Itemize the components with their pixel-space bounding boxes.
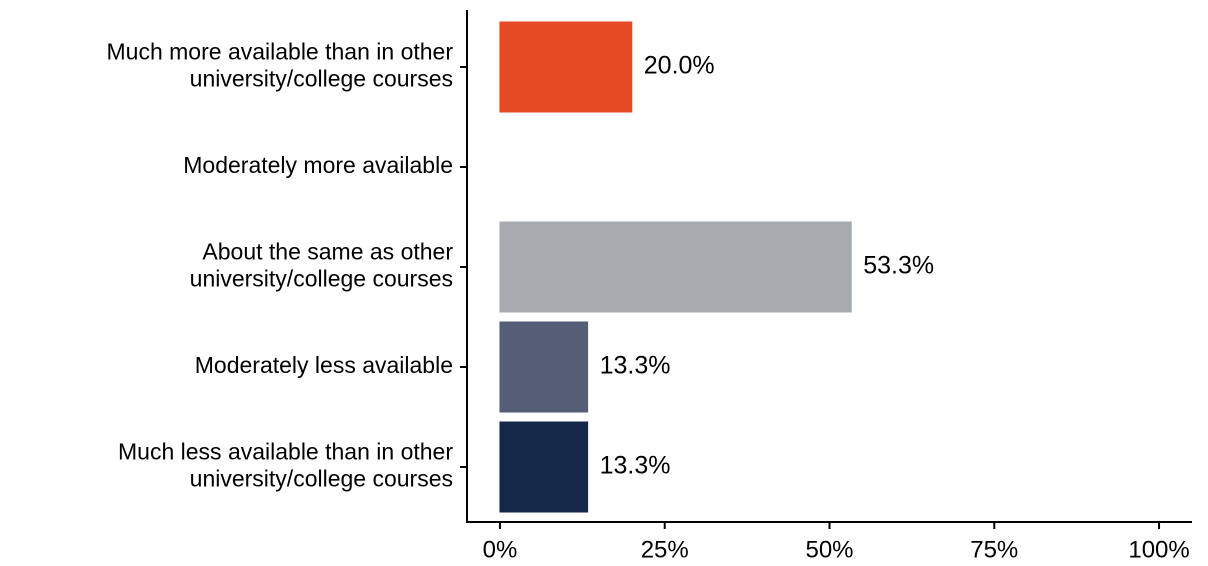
y-tick-label-line: Much more available than in other (107, 39, 454, 65)
x-tick-label: 0% (483, 536, 518, 563)
y-tick-label-line: university/college courses (190, 466, 453, 492)
bar (499, 421, 589, 513)
y-tick-label-line: Much less available than in other (118, 439, 453, 465)
y-tick-label: Moderately less available (195, 352, 453, 378)
bar (499, 321, 589, 413)
value-label: 53.3% (863, 252, 934, 280)
y-tick-label: About the same as other university/colleg… (190, 239, 454, 292)
y-tick-label: Moderately more available (183, 152, 453, 178)
y-tick-label-line: About the same as other (202, 239, 453, 265)
x-tick-label: 75% (970, 536, 1018, 563)
y-tick-label: Much less available than in other univers… (118, 439, 453, 492)
bar (499, 21, 633, 113)
y-tick-label-line: Moderately less available (195, 352, 453, 378)
y-tick-label: Much more available than in other univers… (107, 39, 454, 92)
x-tick-label: 100% (1128, 536, 1189, 563)
x-tick-label: 50% (805, 536, 853, 563)
value-label: 13.3% (600, 352, 671, 380)
y-tick-label-line: university/college courses (190, 266, 453, 292)
bar (499, 221, 852, 313)
x-tick-label: 25% (641, 536, 689, 563)
y-tick-label-line: Moderately more available (183, 152, 453, 178)
value-label: 13.3% (600, 452, 671, 480)
y-tick-label-line: university/college courses (190, 66, 453, 92)
value-label: 20.0% (644, 52, 715, 80)
